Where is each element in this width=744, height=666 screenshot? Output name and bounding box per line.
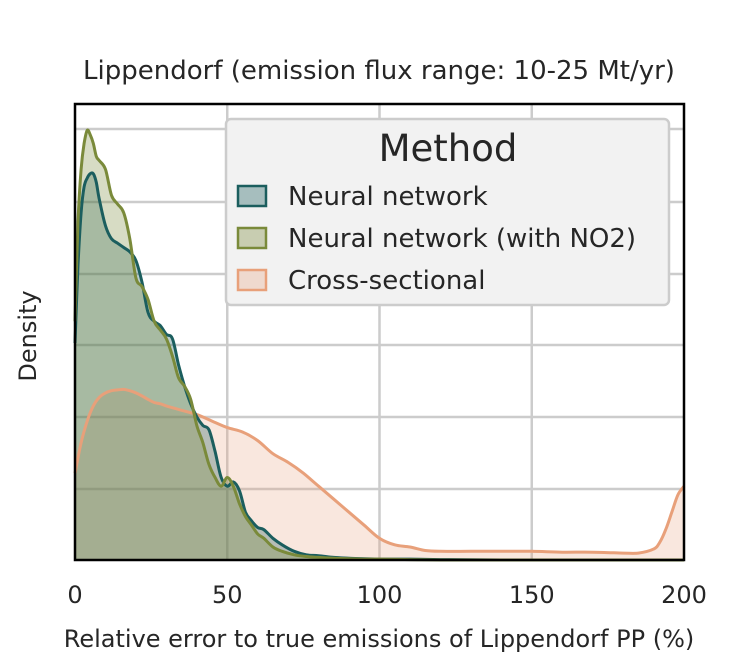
legend-label: Cross-sectional (288, 266, 485, 296)
series-line-1 (73, 128, 684, 562)
legend-swatch (236, 184, 268, 208)
series-layer (73, 128, 686, 562)
chart-title: Lippendorf (emission flux range: 10-25 M… (83, 56, 675, 86)
series-line-2 (73, 387, 686, 555)
x-axis-label: Relative error to true emissions of Lipp… (64, 625, 694, 653)
x-ticks: 0 50 100 150 200 (67, 581, 707, 609)
legend-label: Neural network (with NO2) (288, 224, 636, 254)
y-axis-label: Density (14, 290, 42, 381)
x-tick-label: 150 (509, 581, 555, 609)
x-tick-label: 50 (212, 581, 243, 609)
plot-frame (73, 102, 686, 562)
x-tick-label: 200 (661, 581, 707, 609)
legend-box (224, 117, 671, 307)
legend-label: Neural network (288, 182, 488, 212)
series-area-0 (75, 172, 684, 561)
legend-swatch (236, 268, 268, 292)
series-area-2 (75, 389, 684, 560)
x-tick-label: 100 (357, 581, 403, 609)
legend-entries: Neural network Neural network (with NO2) C… (236, 182, 636, 296)
series-area-1 (75, 129, 684, 561)
legend: Method Neural network Neural network (wit… (224, 117, 671, 307)
legend-swatch (236, 226, 268, 250)
x-tick-label: 0 (67, 581, 82, 609)
legend-title: Method (379, 127, 518, 170)
